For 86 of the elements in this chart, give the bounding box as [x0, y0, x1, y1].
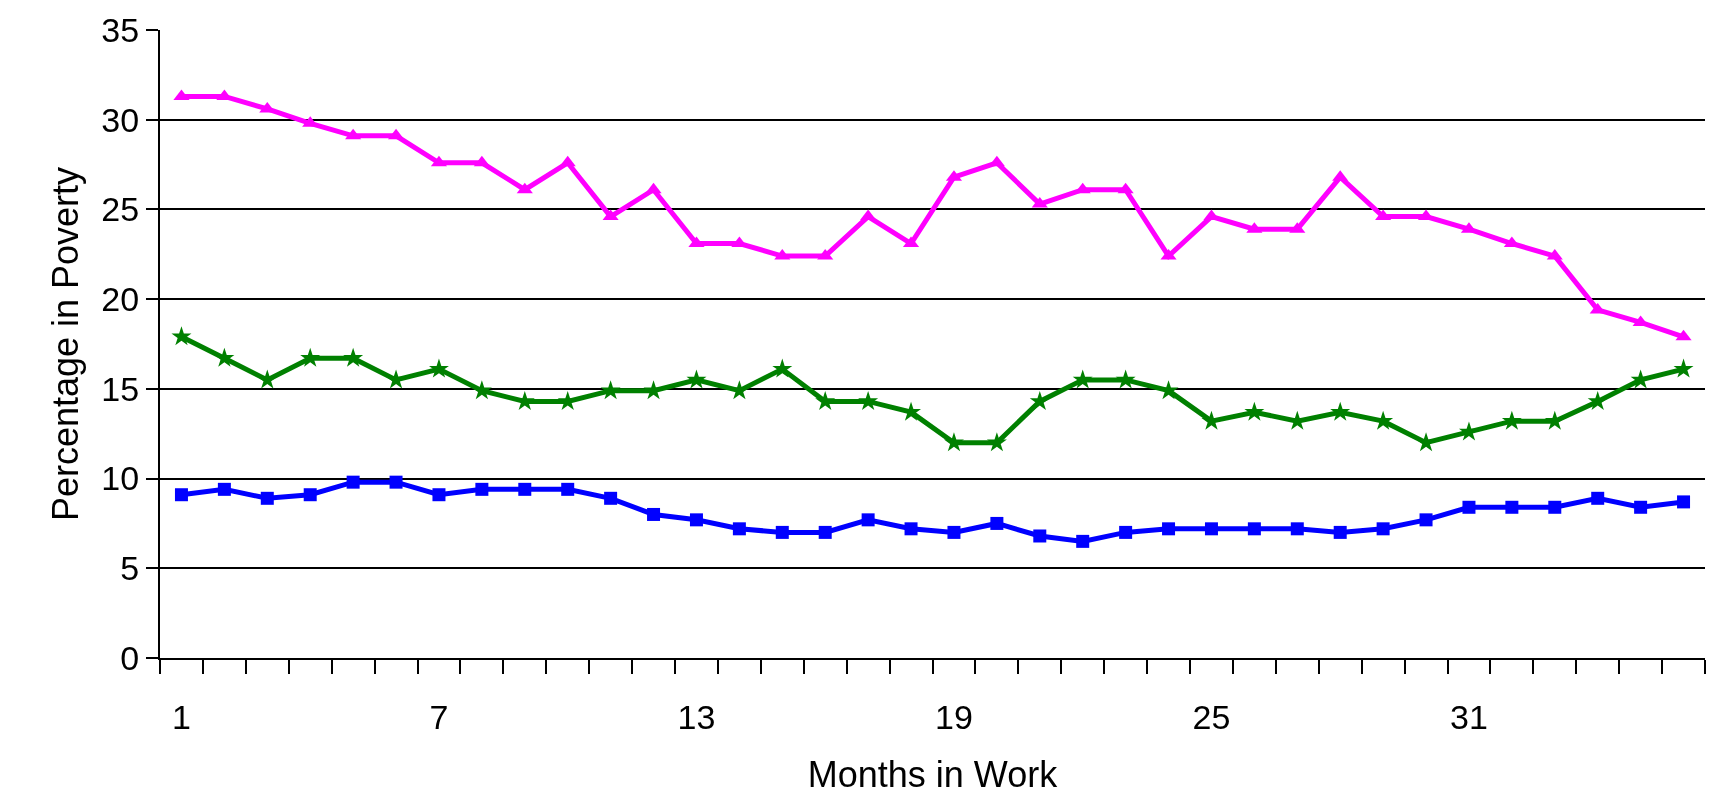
point: [1244, 401, 1265, 421]
point: [345, 128, 362, 140]
point: [1029, 390, 1050, 410]
point: [1076, 534, 1090, 548]
point: [1544, 410, 1565, 430]
point: [688, 236, 705, 248]
point: [1587, 390, 1608, 410]
point: [732, 522, 746, 536]
point: [1290, 522, 1304, 536]
point: [518, 482, 532, 496]
point: [1591, 491, 1605, 505]
point: [473, 155, 490, 167]
point: [943, 432, 964, 452]
point: [861, 513, 875, 527]
y-tick-label: 10: [101, 459, 140, 498]
point: [1204, 522, 1218, 536]
point: [516, 182, 533, 194]
point: [171, 326, 192, 346]
y-tick-label: 5: [120, 549, 140, 588]
point: [214, 347, 235, 367]
point: [260, 491, 274, 505]
x-tick-label: 1: [172, 697, 191, 736]
point: [1675, 329, 1692, 341]
x-tick-label: 19: [935, 697, 973, 736]
point: [904, 522, 918, 536]
point: [986, 432, 1007, 452]
point: [389, 475, 403, 489]
point: [1501, 410, 1522, 430]
point: [604, 491, 618, 505]
x-tick-label: 13: [677, 697, 716, 736]
point: [602, 209, 619, 221]
point: [559, 155, 576, 167]
point: [1072, 369, 1093, 389]
point: [303, 488, 317, 502]
point: [1330, 401, 1351, 421]
x-tick-label: 25: [1192, 697, 1231, 736]
point: [860, 209, 877, 221]
point: [600, 380, 621, 400]
point: [1419, 513, 1433, 527]
x-tick-label: 7: [429, 697, 449, 736]
point: [772, 358, 793, 378]
x-tick-label: 31: [1450, 697, 1488, 736]
point: [561, 482, 575, 496]
point: [1247, 522, 1261, 536]
point: [686, 369, 707, 389]
point: [1673, 358, 1694, 378]
point: [1333, 525, 1347, 539]
y-tick-label: 35: [101, 10, 140, 49]
point: [174, 488, 188, 502]
point: [1548, 500, 1562, 514]
point: [858, 390, 879, 410]
y-tick-label: 20: [101, 280, 140, 319]
y-tick-label: 0: [120, 638, 140, 677]
point: [346, 475, 360, 489]
point: [645, 182, 662, 194]
point: [471, 380, 492, 400]
point: [689, 513, 703, 527]
point: [343, 347, 364, 367]
point: [1677, 495, 1691, 509]
point: [1115, 369, 1136, 389]
y-axis-title: Percentage in Poverty: [44, 166, 86, 522]
point: [432, 488, 446, 502]
y-tick-label: 25: [101, 190, 140, 229]
y-tick-label: 15: [101, 369, 140, 408]
point: [775, 525, 789, 539]
point: [1033, 529, 1047, 543]
point: [1505, 500, 1519, 514]
point: [428, 358, 449, 378]
point: [1375, 209, 1392, 221]
x-axis-title: Months in Work: [807, 754, 1059, 795]
point: [1117, 182, 1134, 194]
point: [1634, 500, 1648, 514]
point: [257, 369, 278, 389]
point: [1376, 522, 1390, 536]
point: [475, 482, 489, 496]
point: [217, 482, 231, 496]
point: [1162, 522, 1176, 536]
point: [990, 516, 1004, 530]
point: [300, 347, 321, 367]
point: [818, 525, 832, 539]
point: [947, 525, 961, 539]
point: [647, 507, 661, 521]
point: [1119, 525, 1133, 539]
y-tick-label: 30: [101, 100, 140, 139]
point: [1462, 500, 1476, 514]
point: [815, 390, 836, 410]
